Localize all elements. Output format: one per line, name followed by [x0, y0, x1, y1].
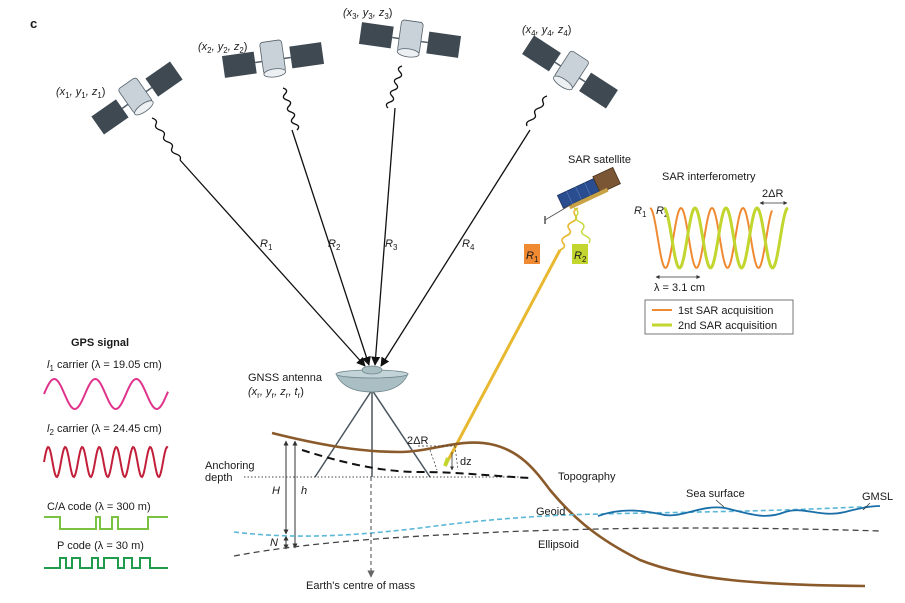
legend-acq1: 1st SAR acquisition	[678, 305, 773, 317]
gmsl-label: GMSL	[862, 491, 893, 503]
range-line-4	[380, 129, 531, 367]
range-label-1: R1	[260, 238, 273, 252]
gps-p-label: P code (λ = 30 m)	[57, 540, 144, 552]
sar-beam	[443, 249, 562, 467]
topography-line	[271, 431, 866, 588]
sar-r2-box-label: R2	[574, 250, 587, 264]
signal-wave-4	[525, 95, 548, 127]
signal-wave-3	[385, 65, 403, 109]
gnss-antenna-title: GNSS antenna	[248, 372, 323, 384]
gps-signal-title: GPS signal	[71, 337, 129, 349]
H-label: H	[272, 485, 280, 497]
range-label-3: R3	[385, 238, 398, 252]
signal-wave-1	[151, 117, 182, 161]
panel-label: c	[30, 16, 37, 31]
range-line-3	[371, 107, 396, 366]
h-label: h	[301, 485, 307, 497]
sea-surface-label: Sea surface	[686, 488, 745, 500]
gnss-antenna-coords: (xr, yr, zr, tr)	[248, 386, 304, 400]
topography-label: Topography	[558, 471, 616, 483]
sat4-label: (x4, y4, z4)	[522, 24, 571, 38]
sat1-label: (x1, y1, z1)	[56, 86, 105, 100]
legend-acq2: 2nd SAR acquisition	[678, 320, 777, 332]
ellipsoid-line	[233, 527, 881, 557]
range-label-4: R4	[462, 238, 475, 252]
gps-l1-wave	[43, 377, 169, 411]
gps-ca-wave	[44, 516, 168, 530]
gnss-antenna	[314, 365, 431, 478]
range-label-2: R2	[328, 238, 341, 252]
sar-wave-acq1	[649, 206, 773, 269]
sat2-label: (x2, y2, z2)	[198, 41, 247, 55]
satellite-3	[358, 19, 462, 58]
sar-r1-box	[524, 244, 540, 264]
satellite-1	[91, 61, 183, 135]
sar-satellite	[556, 166, 621, 210]
sar-wave	[559, 207, 579, 251]
gps-ca-label: C/A code (λ = 300 m)	[47, 501, 151, 513]
ground-delta-r: 2ΔR	[407, 435, 428, 447]
sar-r2-box	[572, 244, 588, 264]
sar-delta-r: 2ΔR	[762, 188, 783, 200]
gps-l2-label: l2 carrier (λ = 24.45 cm)	[47, 423, 162, 437]
sar-interferometry-title: SAR interferometry	[662, 171, 756, 183]
subsurface-dashed	[301, 449, 531, 479]
sar-boom	[544, 203, 573, 221]
ground-dz: dz	[460, 456, 472, 468]
geoid-label: Geoid	[536, 506, 565, 518]
ellipsoid-label: Ellipsoid	[538, 539, 579, 551]
gps-l2-wave	[43, 445, 169, 479]
sat3-label: (x3, y3, z3)	[343, 7, 392, 21]
sar-r1-box-label: R1	[526, 250, 539, 264]
sar-satellite-label: SAR satellite	[568, 154, 631, 166]
satellite-4	[522, 35, 618, 109]
sea-surface-line	[597, 505, 881, 517]
signal-wave-2	[282, 87, 300, 131]
satellite-2	[221, 39, 325, 78]
range-line-1	[179, 159, 366, 367]
anchoring-depth-label: Anchoring depth	[205, 460, 255, 484]
earth-centre-label: Earth's centre of mass	[306, 580, 416, 592]
sar-wavelength: λ = 3.1 cm	[654, 282, 705, 294]
sar-wave-acq2	[663, 206, 789, 270]
sar-r1-label: R1	[634, 205, 647, 219]
gps-l1-label: l1 carrier (λ = 19.05 cm)	[47, 359, 162, 373]
sar-legend: 1st SAR acquisition 2nd SAR acquisition	[644, 299, 794, 335]
gps-p-wave	[44, 557, 168, 569]
N-label: N	[270, 537, 278, 549]
range-line-2	[291, 129, 371, 366]
